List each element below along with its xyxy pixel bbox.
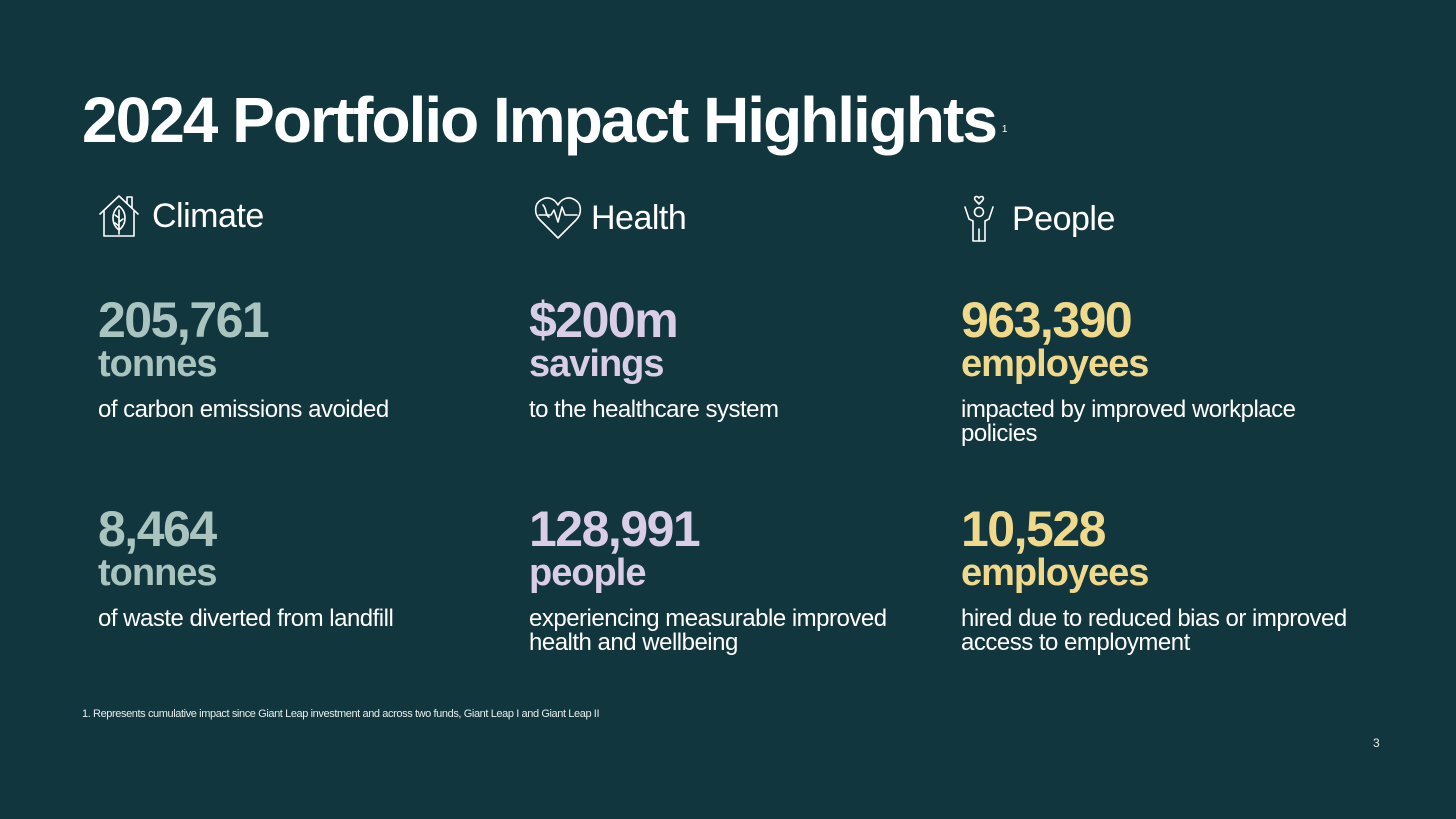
metric-healthcare-savings: $200m savings to the healthcare system [529,292,949,423]
metric-description: impacted by improved workplace policies [961,396,1296,447]
title-footnote-marker: 1 [1001,124,1008,135]
heart-heartbeat-icon [533,193,583,243]
metric-unit: tonnes [98,343,218,385]
metric-improved-wellbeing: 128,991 people experiencing measurable i… [529,501,949,656]
metric-value: $200m [529,292,679,348]
metric-unit: employees [961,552,1149,594]
column-header-people: People [954,194,1115,244]
column-label-people: People [1012,199,1115,238]
footnote: 1. Represents cumulative impact since Gi… [82,708,600,720]
metric-value: 963,390 [961,292,1133,348]
metric-unit: tonnes [98,552,218,594]
metric-carbon-emissions: 205,761 tonnes of carbon emissions avoid… [98,292,518,423]
column-header-climate: Climate [94,191,264,241]
metric-value: 128,991 [529,501,701,557]
metric-value: 10,528 [961,501,1106,557]
metric-unit: people [529,552,646,594]
metric-description: experiencing measurable improved health … [529,605,887,656]
metric-description: of carbon emissions avoided [98,396,389,423]
house-leaf-icon [94,191,144,241]
metric-workplace-policies: 963,390 employees impacted by improved w… [961,292,1381,447]
metric-unit: employees [961,343,1149,385]
metric-employees-hired: 10,528 employees hired due to reduced bi… [961,501,1381,656]
page-title-text: 2024 Portfolio Impact Highlights [82,84,998,156]
column-label-health: Health [591,198,687,237]
metric-value: 8,464 [98,501,217,557]
metric-description: to the healthcare system [529,396,779,423]
metric-unit: savings [529,343,665,385]
metric-value: 205,761 [98,292,270,348]
metric-description: hired due to reduced bias or improved ac… [961,605,1347,656]
metric-waste-diverted: 8,464 tonnes of waste diverted from land… [98,501,518,632]
column-label-climate: Climate [152,196,264,235]
metric-description: of waste diverted from landfill [98,605,394,632]
column-header-health: Health [533,193,687,243]
page-number: 3 [1373,736,1380,750]
person-heart-icon [954,194,1004,244]
page-title: 2024 Portfolio Impact Highlights 1 [82,84,1007,156]
